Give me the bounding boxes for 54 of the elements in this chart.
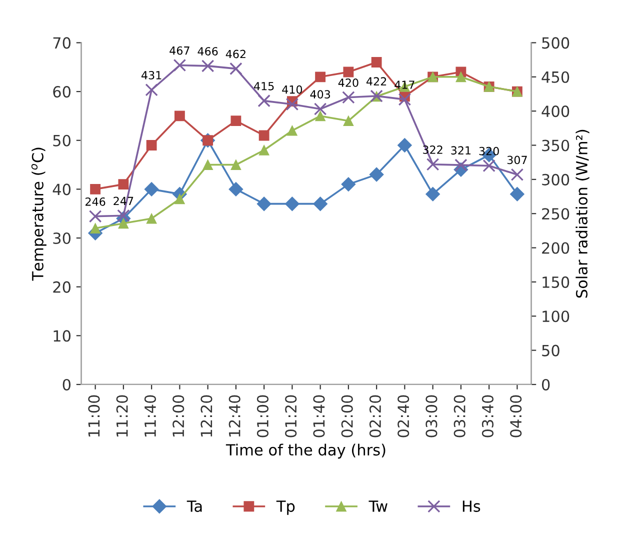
- y2-tick-label: 150: [542, 276, 570, 288]
- data-label: 307: [507, 156, 527, 164]
- data-label: 415: [254, 82, 274, 90]
- legend-label: Tp: [276, 500, 295, 515]
- y2-tick-label: 500: [542, 37, 570, 49]
- data-label: 321: [451, 146, 471, 155]
- x-tick-label: 12:20: [200, 395, 212, 437]
- y2-tick-label: 0: [542, 378, 550, 390]
- x-tick-label: 11:40: [144, 395, 156, 437]
- x-tick-label: 12:40: [228, 395, 240, 437]
- legend-label: Hs: [462, 500, 480, 512]
- y-tick-label: 40: [52, 184, 71, 196]
- data-label: 410: [282, 85, 302, 94]
- x-tick-label: 01:00: [256, 395, 268, 438]
- y-tick-label: 10: [54, 330, 71, 342]
- y-tick-label: 50: [53, 134, 71, 146]
- x-tick-label: 12:00: [172, 395, 184, 437]
- y2-tick-label: 50: [542, 344, 560, 356]
- data-label: 467: [170, 46, 190, 55]
- y2-tick-label: 400: [542, 106, 570, 118]
- legend-label: Tw: [368, 500, 388, 512]
- y2-tick-label: 100: [542, 310, 570, 322]
- data-label: 246: [86, 197, 106, 206]
- y-tick-label: 0: [62, 378, 71, 390]
- y-tick-label: 20: [53, 281, 71, 293]
- x-tick-label: 01:20: [285, 395, 297, 438]
- x-tick-label: 04:00: [510, 395, 522, 438]
- y2-tick-label: 300: [542, 174, 570, 186]
- x-axis-title: Time of the day (hrs): [226, 444, 386, 459]
- x-tick-label: 03:00: [426, 395, 438, 438]
- y-tick-label: 70: [53, 37, 71, 49]
- data-label: 403: [310, 90, 330, 99]
- y2-axis-title: Solar radiation (W/m²): [576, 130, 590, 298]
- x-tick-label: 02:40: [398, 395, 410, 438]
- x-tick-label: 02:20: [369, 395, 381, 438]
- x-tick-label: 02:00: [341, 395, 353, 438]
- y-tick-label: 30: [53, 232, 71, 244]
- x-tick-label: 03:20: [454, 395, 466, 438]
- x-tick-label: 01:40: [313, 395, 325, 438]
- y2-tick-label: 450: [542, 71, 570, 83]
- data-label: 466: [198, 47, 218, 56]
- data-label: 420: [338, 78, 358, 87]
- y2-tick-label: 200: [542, 242, 570, 254]
- y-tick-label: 60: [53, 86, 71, 98]
- y-axis-title: Temperature ($^{o}$C): [31, 148, 46, 281]
- x-tick-label: 03:40: [482, 395, 494, 438]
- y2-tick-label: 250: [542, 208, 570, 220]
- data-label: 431: [142, 70, 162, 80]
- x-tick-label: 11:00: [88, 395, 100, 437]
- x-tick-label: 11:20: [116, 395, 128, 437]
- data-label: 422: [366, 77, 386, 86]
- data-label: 462: [226, 50, 246, 58]
- legend-label: Ta: [186, 500, 202, 512]
- y2-tick-label: 350: [542, 140, 570, 152]
